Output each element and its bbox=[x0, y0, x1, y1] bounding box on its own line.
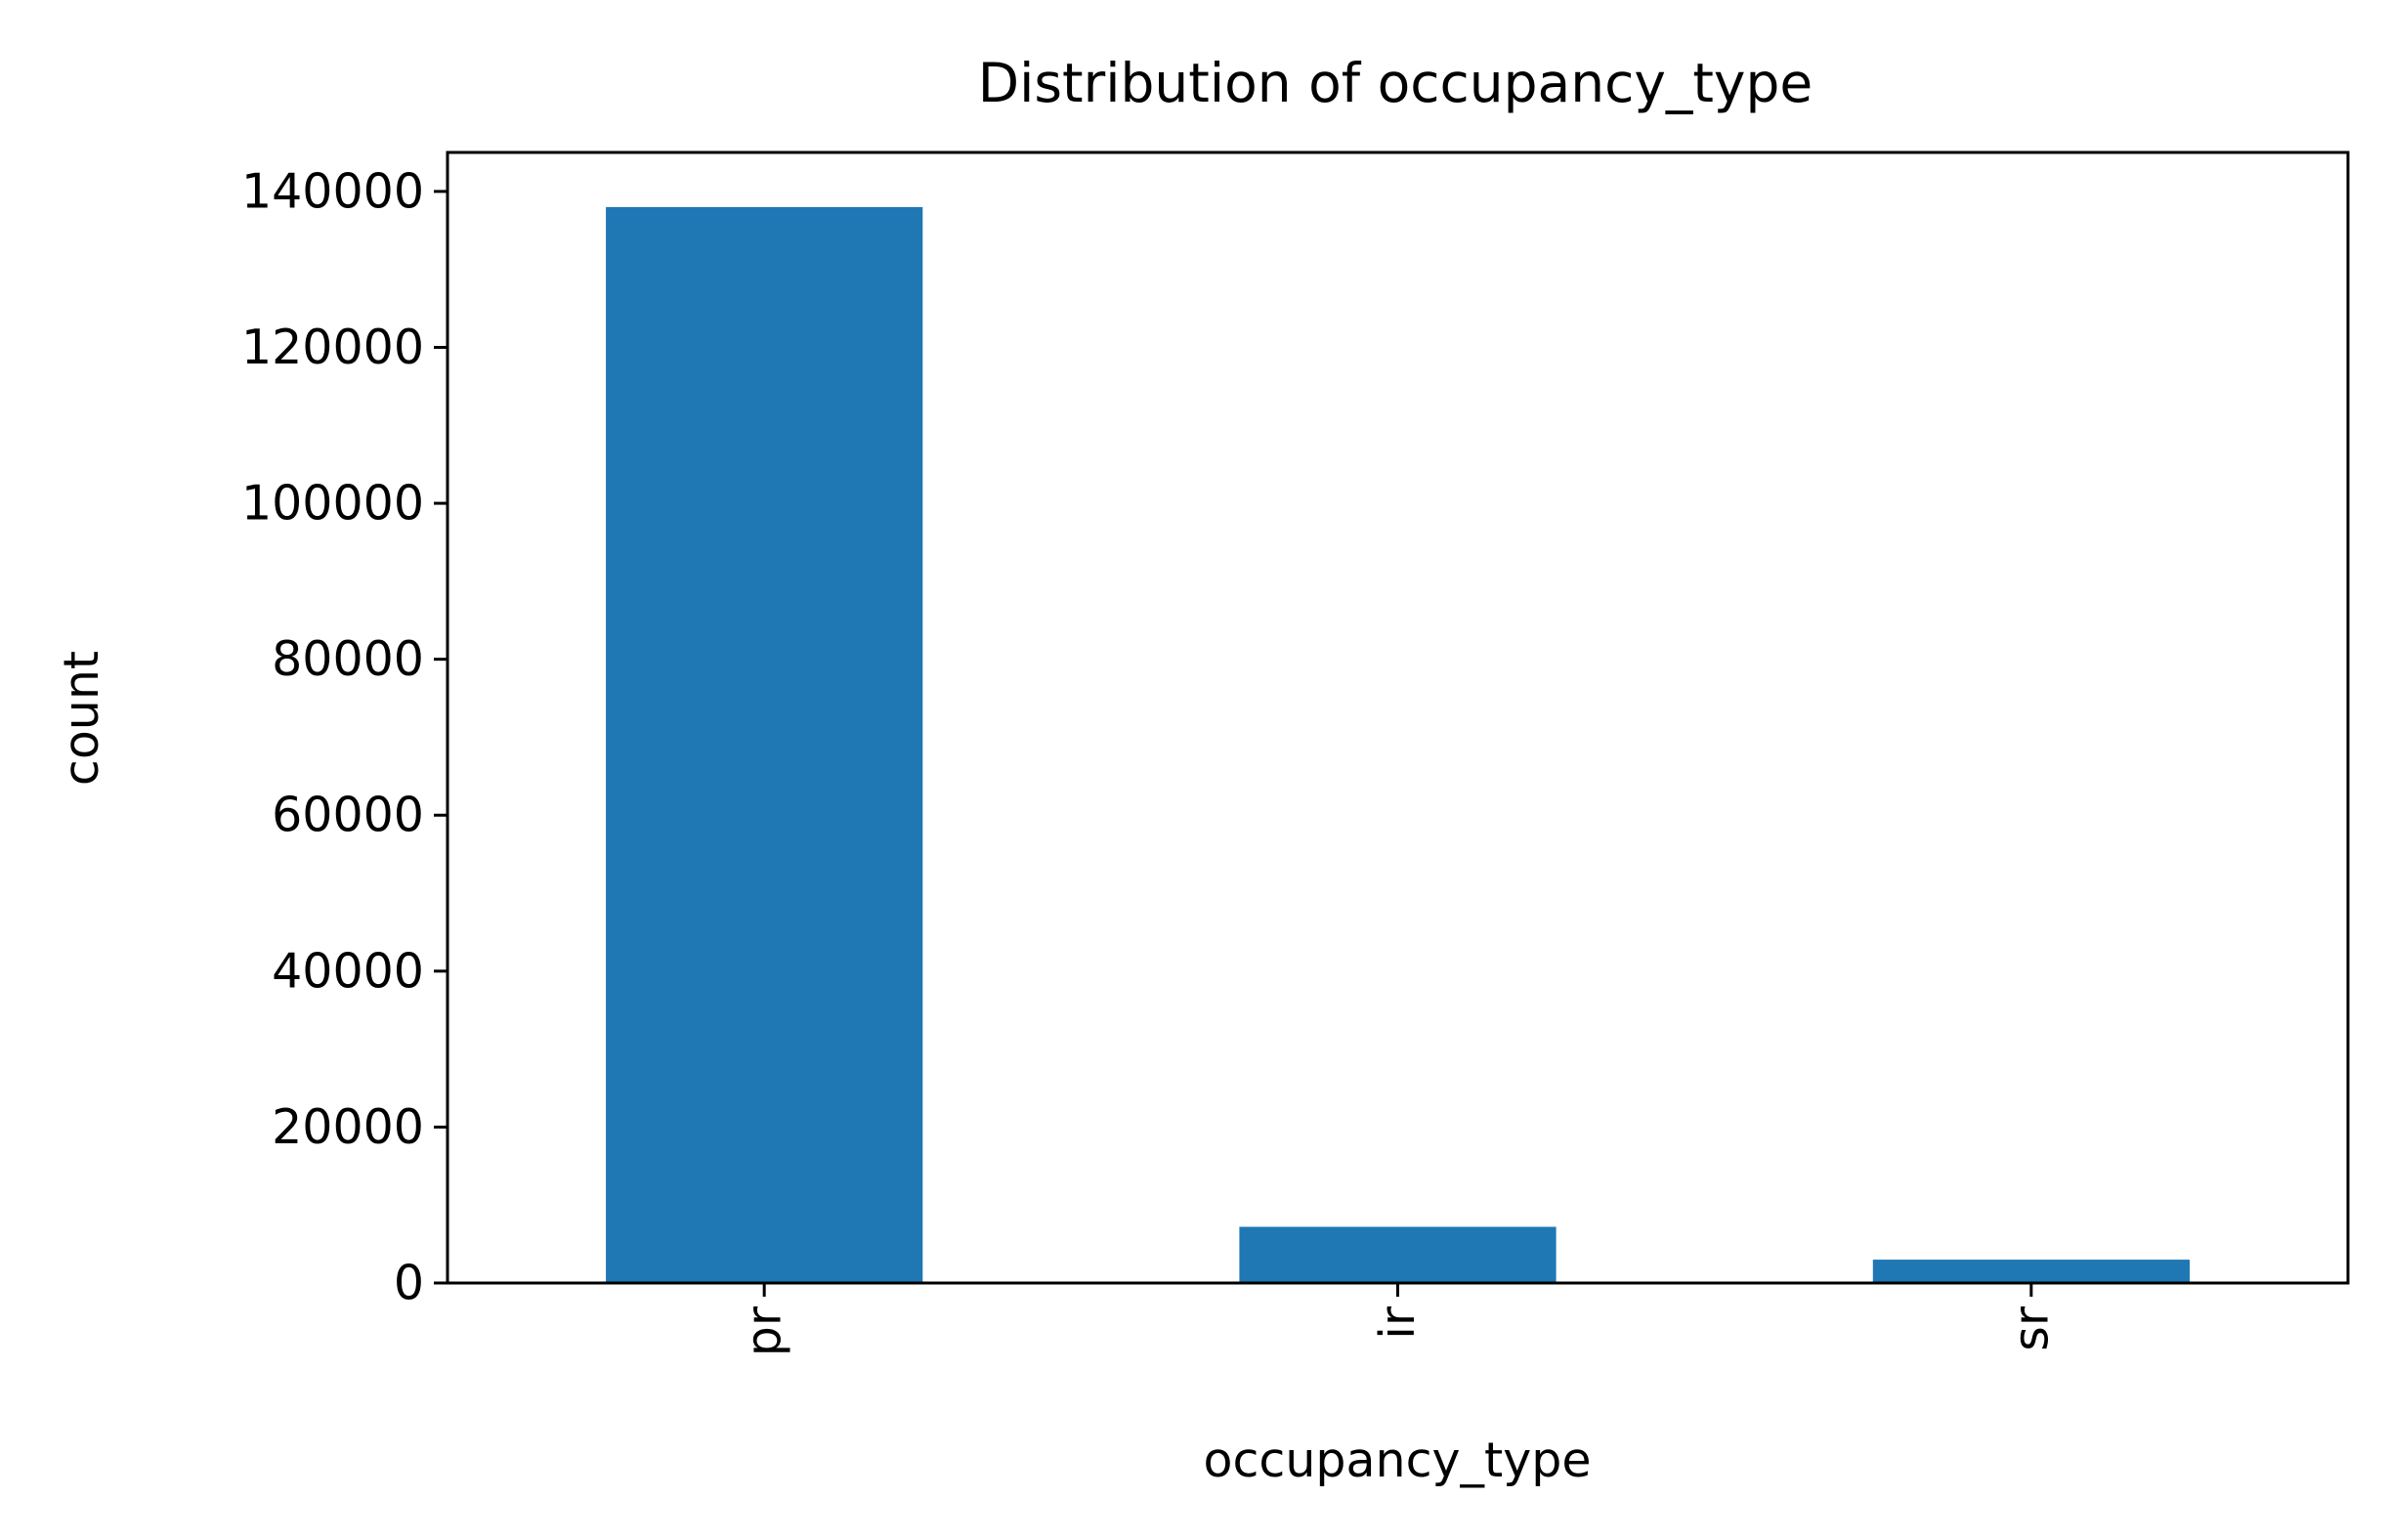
x-tick-label-pr: pr bbox=[737, 1305, 792, 1356]
bar-sr bbox=[1872, 1260, 2190, 1283]
y-tick-label: 0 bbox=[394, 1256, 424, 1311]
bar-ir bbox=[1239, 1226, 1557, 1283]
bar-pr bbox=[606, 206, 923, 1283]
chart-title: Distribution of occupancy_type bbox=[978, 52, 1813, 114]
y-tick-label: 120000 bbox=[241, 320, 424, 375]
bars bbox=[606, 206, 2190, 1283]
x-axis-label: occupancy_type bbox=[1203, 1433, 1591, 1488]
y-tick-label: 60000 bbox=[272, 788, 424, 843]
y-tick-label: 140000 bbox=[241, 163, 424, 219]
x-tick-label-ir: ir bbox=[1370, 1305, 1426, 1340]
y-tick-label: 20000 bbox=[272, 1099, 424, 1155]
y-axis-ticks: 0 20000 40000 60000 80000 100000 120000 140000 bbox=[241, 163, 448, 1311]
x-axis-ticks: pr ir sr bbox=[737, 1283, 2059, 1356]
y-axis-label: count bbox=[54, 651, 109, 786]
plot-frame bbox=[446, 150, 2350, 1285]
y-tick-label: 40000 bbox=[272, 943, 424, 999]
y-tick-label: 80000 bbox=[272, 631, 424, 687]
y-tick-label: 100000 bbox=[241, 476, 424, 532]
x-tick-label-sr: sr bbox=[2003, 1305, 2059, 1351]
